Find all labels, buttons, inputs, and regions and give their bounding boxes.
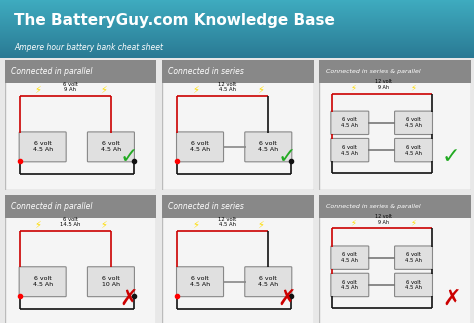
- Text: 6 volt
4.5 Ah: 6 volt 4.5 Ah: [341, 145, 358, 155]
- Text: 6 volt
4.5 Ah: 6 volt 4.5 Ah: [341, 252, 358, 263]
- Text: Connected in series: Connected in series: [168, 67, 244, 76]
- FancyBboxPatch shape: [394, 273, 432, 297]
- FancyBboxPatch shape: [319, 194, 471, 323]
- Text: ⚡: ⚡: [35, 85, 42, 95]
- Text: 6 volt
4.5 Ah: 6 volt 4.5 Ah: [405, 117, 422, 128]
- Text: Ampere hour battery bank cheat sheet: Ampere hour battery bank cheat sheet: [14, 43, 163, 52]
- FancyBboxPatch shape: [319, 60, 471, 83]
- Text: 6 volt
4.5 Ah: 6 volt 4.5 Ah: [405, 145, 422, 155]
- Text: ✓: ✓: [120, 147, 138, 167]
- FancyBboxPatch shape: [245, 132, 292, 162]
- FancyBboxPatch shape: [162, 60, 314, 83]
- Text: Connected in series & parallel: Connected in series & parallel: [326, 69, 420, 74]
- Text: 6 volt
4.5 Ah: 6 volt 4.5 Ah: [33, 276, 53, 287]
- Text: ⚡: ⚡: [100, 85, 107, 95]
- FancyBboxPatch shape: [19, 267, 66, 297]
- Text: ⚡: ⚡: [192, 220, 199, 230]
- FancyBboxPatch shape: [245, 267, 292, 297]
- FancyBboxPatch shape: [87, 267, 135, 297]
- Text: 12 volt
4.5 Ah: 12 volt 4.5 Ah: [218, 216, 237, 227]
- Text: 6 volt
4.5 Ah: 6 volt 4.5 Ah: [258, 276, 278, 287]
- Text: The BatteryGuy.com Knowledge Base: The BatteryGuy.com Knowledge Base: [14, 13, 335, 28]
- FancyBboxPatch shape: [5, 194, 156, 323]
- Text: 6 volt
4.5 Ah: 6 volt 4.5 Ah: [190, 276, 210, 287]
- FancyBboxPatch shape: [176, 132, 224, 162]
- FancyBboxPatch shape: [162, 194, 314, 218]
- FancyBboxPatch shape: [331, 273, 369, 297]
- Text: 12 volt
9 Ah: 12 volt 9 Ah: [374, 79, 392, 90]
- FancyBboxPatch shape: [394, 139, 432, 162]
- FancyBboxPatch shape: [5, 194, 156, 218]
- Text: 6 volt
4.5 Ah: 6 volt 4.5 Ah: [258, 141, 278, 152]
- Text: Connected in parallel: Connected in parallel: [11, 202, 92, 211]
- FancyBboxPatch shape: [331, 111, 369, 134]
- Text: 12 volt
4.5 Ah: 12 volt 4.5 Ah: [218, 82, 237, 92]
- Text: ⚡: ⚡: [192, 85, 199, 95]
- FancyBboxPatch shape: [331, 246, 369, 269]
- Text: 6 volt
4.5 Ah: 6 volt 4.5 Ah: [405, 252, 422, 263]
- FancyBboxPatch shape: [19, 132, 66, 162]
- FancyBboxPatch shape: [162, 194, 314, 323]
- FancyBboxPatch shape: [331, 139, 369, 162]
- FancyBboxPatch shape: [87, 132, 135, 162]
- Text: Connected in series: Connected in series: [168, 202, 244, 211]
- Text: ✗: ✗: [120, 289, 138, 308]
- FancyBboxPatch shape: [5, 60, 156, 83]
- Text: Connected in parallel: Connected in parallel: [11, 67, 92, 76]
- Text: ✗: ✗: [442, 289, 461, 308]
- Text: ⚡: ⚡: [100, 220, 107, 230]
- Text: ⚡: ⚡: [410, 218, 417, 227]
- Text: ✓: ✓: [442, 147, 461, 167]
- Text: 6 volt
4.5 Ah: 6 volt 4.5 Ah: [33, 141, 53, 152]
- FancyBboxPatch shape: [394, 111, 432, 134]
- Text: ⚡: ⚡: [350, 218, 356, 227]
- FancyBboxPatch shape: [394, 246, 432, 269]
- Text: 6 volt
4.5 Ah: 6 volt 4.5 Ah: [341, 280, 358, 290]
- Text: 6 volt
4.5 Ah: 6 volt 4.5 Ah: [405, 280, 422, 290]
- FancyBboxPatch shape: [5, 60, 156, 190]
- FancyBboxPatch shape: [176, 267, 224, 297]
- Text: 6 volt
14.5 Ah: 6 volt 14.5 Ah: [60, 216, 80, 227]
- Text: ✗: ✗: [277, 289, 296, 308]
- Text: ⚡: ⚡: [410, 83, 417, 92]
- Text: ⚡: ⚡: [257, 85, 264, 95]
- Text: Connected in series & parallel: Connected in series & parallel: [326, 204, 420, 209]
- Text: 6 volt
4.5 Ah: 6 volt 4.5 Ah: [101, 141, 121, 152]
- FancyBboxPatch shape: [319, 194, 471, 218]
- Text: 6 volt
9 Ah: 6 volt 9 Ah: [63, 82, 77, 92]
- FancyBboxPatch shape: [319, 60, 471, 190]
- FancyBboxPatch shape: [162, 60, 314, 190]
- Text: 6 volt
4.5 Ah: 6 volt 4.5 Ah: [341, 117, 358, 128]
- Text: 12 volt
9 Ah: 12 volt 9 Ah: [374, 214, 392, 225]
- Text: ⚡: ⚡: [350, 83, 356, 92]
- Text: 6 volt
10 Ah: 6 volt 10 Ah: [102, 276, 120, 287]
- Text: 6 volt
4.5 Ah: 6 volt 4.5 Ah: [190, 141, 210, 152]
- Text: ⚡: ⚡: [257, 220, 264, 230]
- Text: ⚡: ⚡: [35, 220, 42, 230]
- Text: ✓: ✓: [277, 147, 296, 167]
